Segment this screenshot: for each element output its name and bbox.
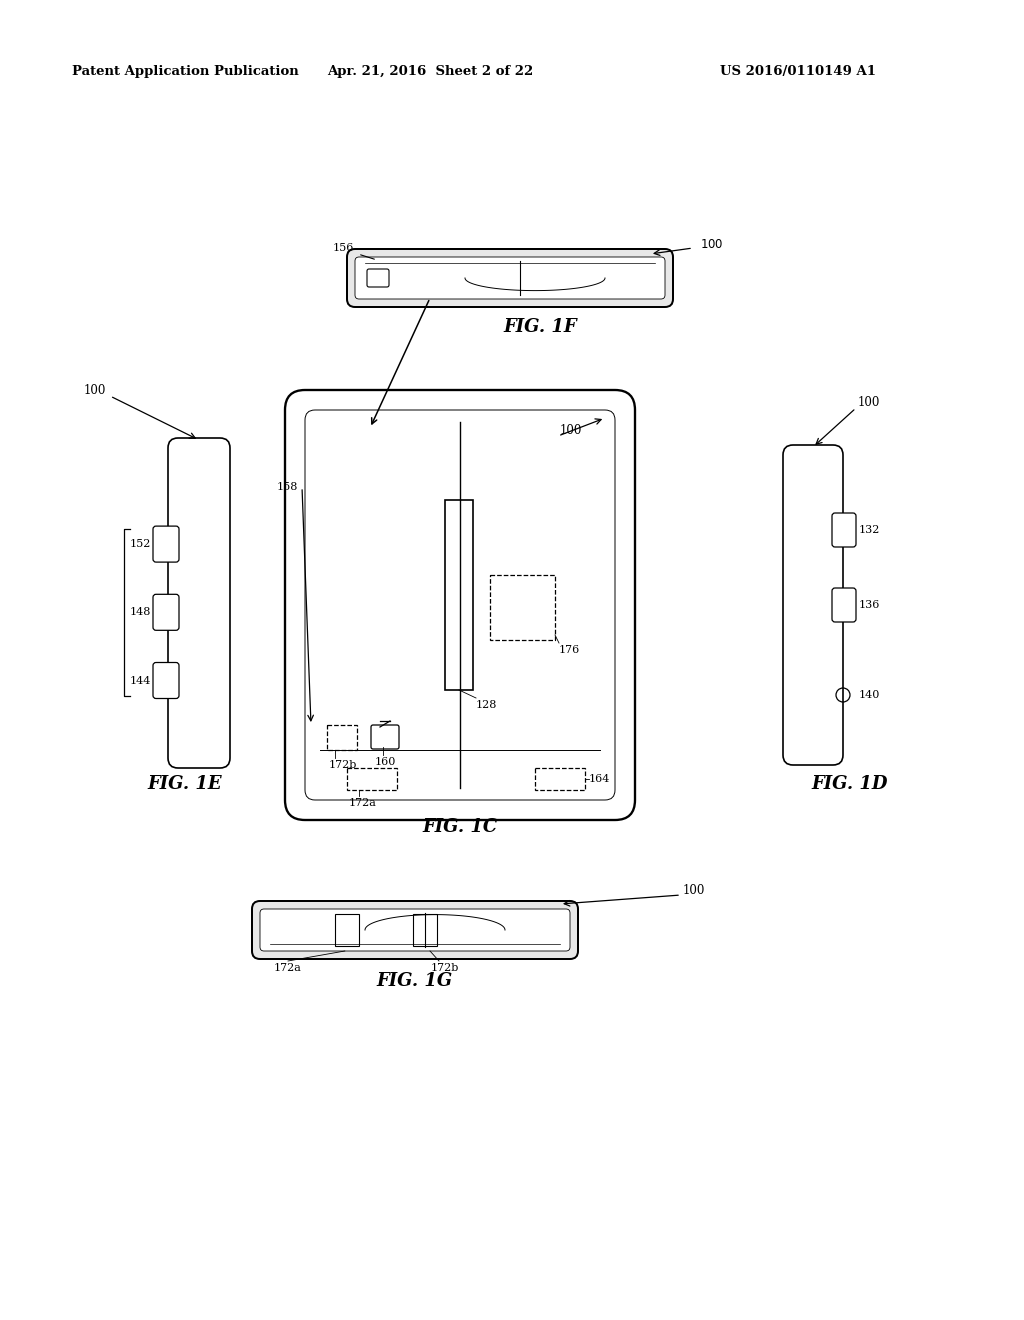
- FancyBboxPatch shape: [305, 411, 615, 800]
- Text: 100: 100: [560, 424, 583, 437]
- Text: 172b: 172b: [431, 964, 460, 973]
- Text: FIG. 1C: FIG. 1C: [422, 818, 498, 836]
- FancyBboxPatch shape: [153, 594, 179, 630]
- FancyBboxPatch shape: [252, 902, 578, 960]
- Bar: [490, 576, 555, 640]
- Text: 158: 158: [276, 482, 298, 492]
- Text: FIG. 1E: FIG. 1E: [147, 775, 222, 793]
- FancyBboxPatch shape: [367, 269, 389, 286]
- Text: $\mathsf{100}$: $\mathsf{100}$: [700, 239, 724, 252]
- FancyBboxPatch shape: [153, 663, 179, 698]
- Bar: [413, 913, 437, 946]
- Text: FIG. 1D: FIG. 1D: [812, 775, 888, 793]
- FancyBboxPatch shape: [260, 909, 570, 950]
- Text: 172b: 172b: [329, 760, 357, 770]
- Text: 144: 144: [130, 676, 151, 685]
- FancyBboxPatch shape: [371, 725, 399, 748]
- Text: FIG. 1F: FIG. 1F: [503, 318, 577, 337]
- Text: 172a: 172a: [349, 799, 377, 808]
- Text: 140: 140: [859, 690, 881, 700]
- FancyBboxPatch shape: [153, 527, 179, 562]
- Text: 128: 128: [476, 700, 498, 710]
- Text: 172a: 172a: [274, 964, 302, 973]
- Text: 132: 132: [859, 525, 881, 535]
- Text: {: {: [666, 236, 687, 259]
- Text: 164: 164: [589, 774, 610, 784]
- Text: US 2016/0110149 A1: US 2016/0110149 A1: [720, 66, 876, 78]
- FancyBboxPatch shape: [831, 587, 856, 622]
- Text: 136: 136: [859, 601, 881, 610]
- Text: FIG. 1G: FIG. 1G: [377, 972, 454, 990]
- Text: 156: 156: [333, 243, 354, 253]
- Text: 100: 100: [683, 883, 706, 896]
- FancyBboxPatch shape: [285, 389, 635, 820]
- Bar: [347, 768, 397, 789]
- Text: 148: 148: [130, 607, 151, 618]
- Bar: [445, 500, 473, 690]
- FancyBboxPatch shape: [783, 445, 843, 766]
- Text: 100: 100: [858, 396, 881, 409]
- Text: Patent Application Publication: Patent Application Publication: [72, 66, 299, 78]
- Text: Apr. 21, 2016  Sheet 2 of 22: Apr. 21, 2016 Sheet 2 of 22: [327, 66, 534, 78]
- Text: 160: 160: [375, 756, 396, 767]
- FancyBboxPatch shape: [168, 438, 230, 768]
- FancyBboxPatch shape: [831, 513, 856, 546]
- Bar: [335, 913, 358, 946]
- FancyBboxPatch shape: [355, 257, 665, 300]
- Text: 176: 176: [559, 645, 581, 655]
- Text: 100: 100: [84, 384, 106, 396]
- Bar: [327, 725, 357, 750]
- FancyBboxPatch shape: [347, 249, 673, 308]
- Bar: [535, 768, 585, 789]
- Text: 152: 152: [130, 539, 151, 549]
